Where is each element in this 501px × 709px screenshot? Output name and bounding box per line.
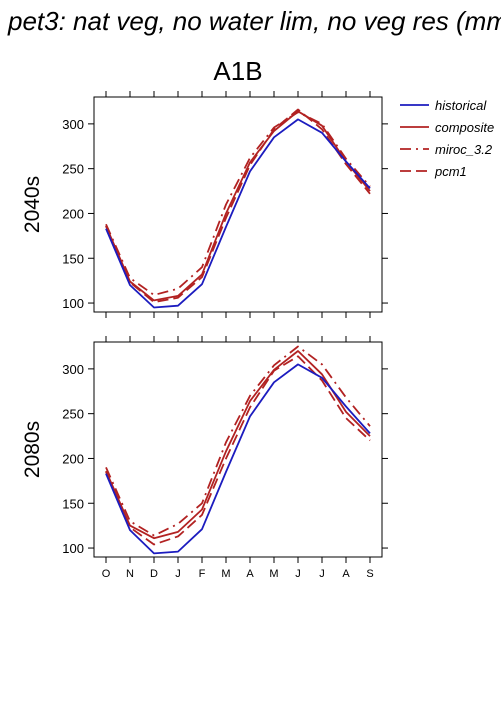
x-tick-label: N xyxy=(126,568,134,580)
series-line-miroc-3-2 xyxy=(105,345,371,537)
legend-item: historical xyxy=(400,98,487,113)
legend-label: pcm1 xyxy=(434,164,467,179)
series-line-miroc-3-2 xyxy=(105,111,371,296)
x-tick-label: O xyxy=(102,568,111,580)
panels: 100 150 200 250 300 2040s 100 150 200 250 300 O N D J F… xyxy=(21,91,388,580)
y-tick-label: 200 xyxy=(62,206,84,221)
y-tick-label: 100 xyxy=(62,541,84,556)
series-line-composite xyxy=(105,350,371,540)
legend-label: composite xyxy=(435,120,494,135)
series-line-historical xyxy=(105,363,371,555)
x-tick-label: D xyxy=(150,568,158,580)
chart-title: pet3: nat veg, no water lim, no veg res … xyxy=(7,6,501,36)
panel-2080s: 100 150 200 250 300 O N D J F M A M J J A S 2080s xyxy=(21,336,388,580)
x-tick-label: J xyxy=(175,568,181,580)
x-tick-label: A xyxy=(342,568,350,580)
x-tick-label: M xyxy=(269,568,278,580)
legend-label: miroc_3.2 xyxy=(435,142,493,157)
scenario-label: A1B xyxy=(213,56,262,86)
x-tick-label: M xyxy=(221,568,230,580)
panel-label: 2040s xyxy=(21,176,44,233)
x-tick-label: F xyxy=(199,568,206,580)
plot-frame xyxy=(93,96,383,313)
x-tick-label: A xyxy=(246,568,254,580)
y-tick-label: 250 xyxy=(62,162,84,177)
y-tick-label: 100 xyxy=(62,296,84,311)
series-line-pcm1 xyxy=(105,355,371,546)
y-tick-label: 300 xyxy=(62,117,84,132)
x-tick-label: J xyxy=(295,568,301,580)
series-line-composite xyxy=(105,110,371,302)
plot-frame xyxy=(93,341,383,558)
y-tick-label: 250 xyxy=(62,407,84,422)
legend: historical composite miroc_3.2 pcm1 xyxy=(400,98,494,179)
x-tick-label: J xyxy=(319,568,325,580)
legend-label: historical xyxy=(435,98,487,113)
legend-item: pcm1 xyxy=(400,164,467,179)
legend-item: miroc_3.2 xyxy=(400,142,493,157)
panel-2040s: 100 150 200 250 300 2040s xyxy=(21,91,388,318)
legend-item: composite xyxy=(400,120,494,135)
y-tick-label: 300 xyxy=(62,362,84,377)
panel-label: 2080s xyxy=(21,421,44,478)
y-tick-label: 150 xyxy=(62,251,84,266)
y-tick-label: 150 xyxy=(62,496,84,511)
x-tick-label: S xyxy=(366,568,373,580)
series-line-pcm1 xyxy=(105,108,371,304)
series-line-historical xyxy=(105,118,371,309)
y-tick-label: 200 xyxy=(62,451,84,466)
